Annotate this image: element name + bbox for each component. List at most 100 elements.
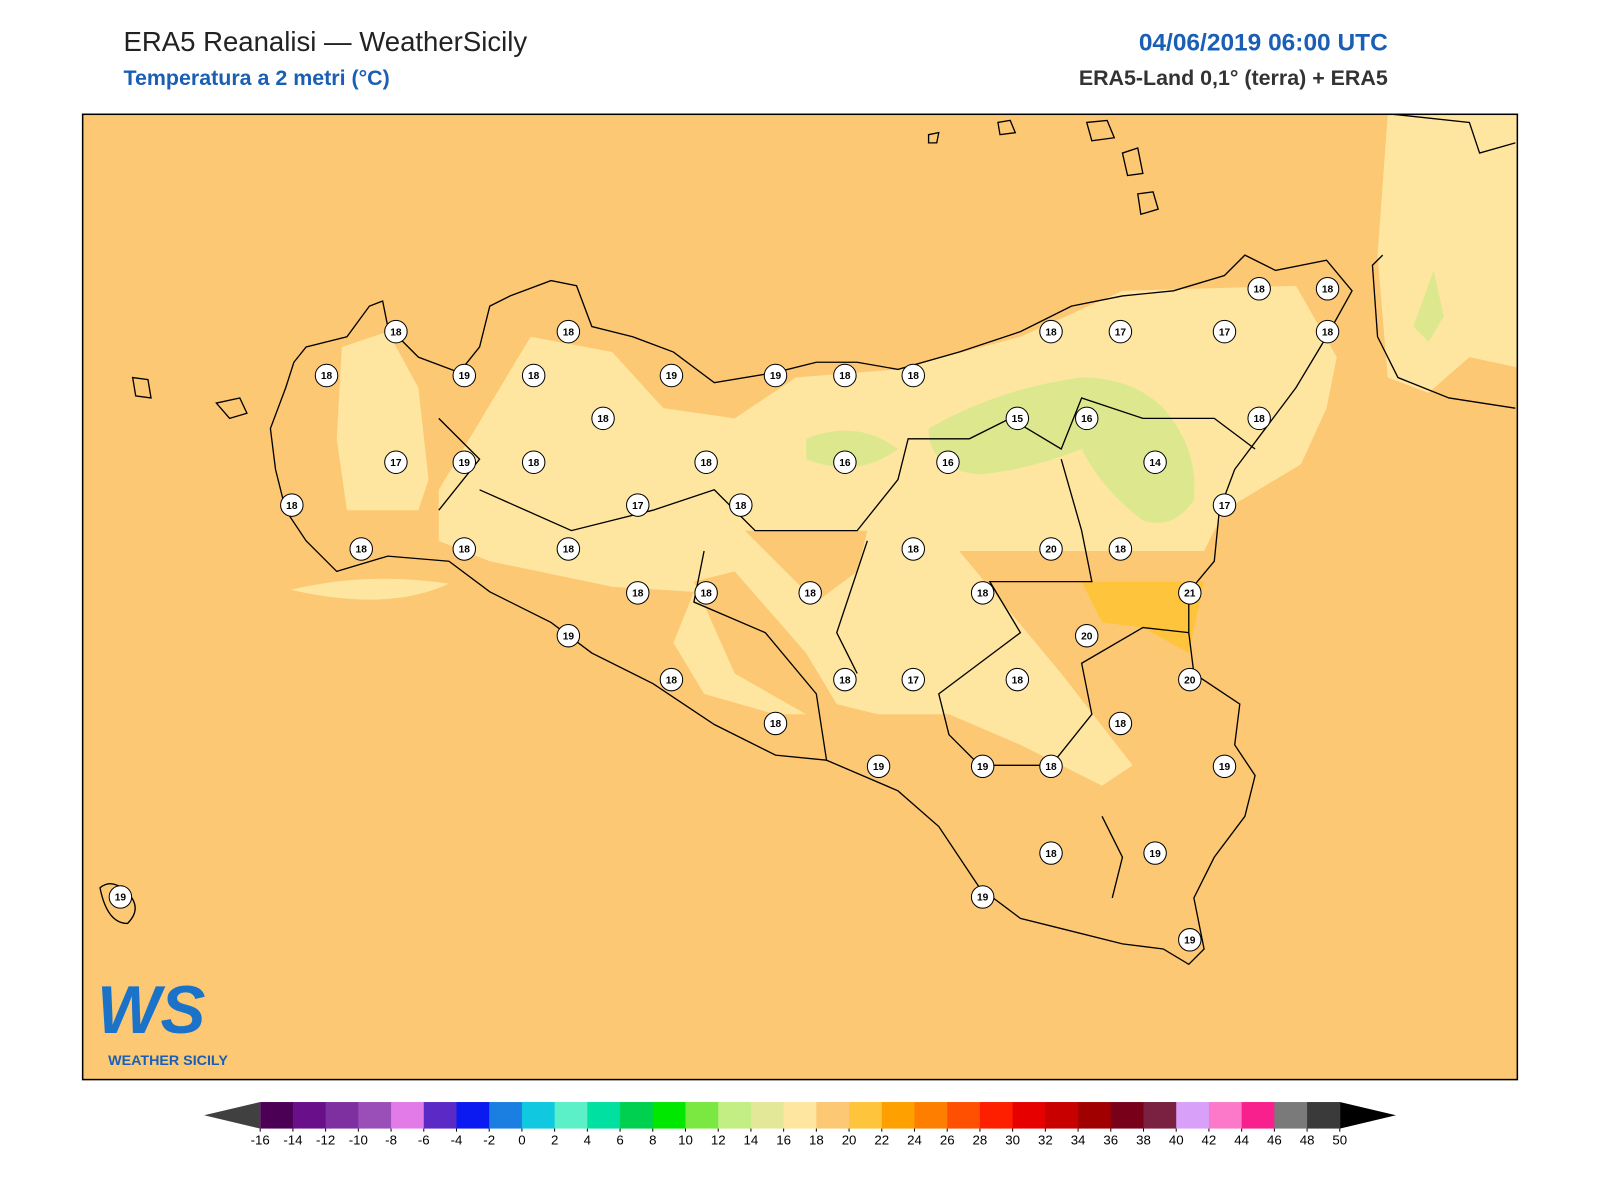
station-marker — [1143, 841, 1167, 865]
colorbar-segment — [718, 1102, 752, 1129]
station-marker — [1108, 319, 1133, 344]
station-marker — [1039, 537, 1063, 561]
station-marker — [108, 885, 133, 909]
datetime: 04/06/2019 06:00 UTC — [1139, 29, 1388, 56]
station-value: 18 — [666, 675, 678, 686]
station-value: 18 — [700, 458, 712, 469]
colorbar-tick-label: 48 — [1300, 1132, 1315, 1147]
station-value: 18 — [356, 545, 368, 556]
station-value: 18 — [839, 371, 851, 382]
station-value: 17 — [390, 458, 402, 469]
station-marker — [521, 363, 546, 388]
station-value: 18 — [321, 371, 333, 382]
station-value: 19 — [770, 371, 782, 382]
station-value: 18 — [1322, 327, 1334, 338]
colorbar-tick-label: 10 — [678, 1132, 693, 1147]
station-value: 19 — [1149, 849, 1161, 860]
colorbar-segment — [489, 1102, 523, 1129]
colorbar-tick-label: 32 — [1038, 1132, 1053, 1147]
station-value: 19 — [1219, 762, 1231, 773]
station-value: 17 — [1219, 501, 1231, 512]
colorbar-under — [204, 1102, 261, 1129]
station-value: 18 — [390, 327, 402, 338]
colorbar-segment — [1176, 1102, 1210, 1129]
station-marker — [970, 754, 995, 779]
station-marker — [556, 319, 581, 344]
station-value: 20 — [1081, 631, 1093, 642]
station-marker — [384, 450, 408, 474]
station-value: 14 — [1149, 458, 1161, 469]
station-value: 19 — [563, 631, 575, 642]
station-marker — [1212, 319, 1237, 344]
station-value: 18 — [459, 545, 471, 556]
station-value: 21 — [1184, 589, 1196, 600]
station-value: 18 — [1045, 762, 1057, 773]
station-value: 18 — [528, 458, 540, 469]
station-value: 17 — [908, 675, 920, 686]
station-value: 19 — [115, 893, 127, 904]
station-value: 20 — [1184, 675, 1196, 686]
colorbar-segment — [620, 1102, 654, 1129]
station-value: 18 — [1012, 675, 1024, 686]
colorbar-tick-label: 2 — [551, 1132, 558, 1147]
logo-mark: WS — [97, 973, 206, 1048]
colorbar-segment — [391, 1102, 425, 1129]
station-value: 18 — [805, 589, 817, 600]
field-light — [290, 578, 449, 600]
station-marker — [694, 450, 718, 474]
province-border — [438, 397, 1256, 899]
station-marker — [314, 363, 339, 388]
station-marker — [1315, 277, 1340, 301]
station-marker — [1178, 581, 1202, 605]
station-marker — [729, 493, 753, 517]
station-value: 19 — [873, 762, 885, 773]
station-marker — [1005, 406, 1030, 431]
station-value: 16 — [942, 458, 954, 469]
colorbar-tick-label: 40 — [1169, 1132, 1184, 1147]
colorbar-segment — [816, 1102, 850, 1129]
colorbar-segment — [1274, 1102, 1308, 1129]
source: ERA5-Land 0,1° (terra) + ERA5 — [1079, 66, 1388, 90]
station-value: 19 — [666, 371, 678, 382]
station-value: 18 — [597, 414, 609, 425]
station-value: 19 — [1184, 936, 1196, 947]
station-marker — [833, 450, 857, 474]
station-marker — [936, 450, 960, 474]
station-value: 17 — [632, 501, 644, 512]
station-marker — [970, 581, 995, 605]
colorbar-tick-label: 42 — [1202, 1132, 1217, 1147]
station-marker — [798, 581, 822, 605]
colorbar-segment — [1208, 1102, 1243, 1129]
station-marker — [1178, 667, 1202, 692]
station-value: 16 — [1081, 414, 1093, 425]
colorbar-segment — [1143, 1102, 1177, 1129]
colorbar-segment — [881, 1102, 916, 1129]
station-value: 18 — [1045, 849, 1057, 860]
station-value: 18 — [286, 501, 298, 512]
station-marker — [659, 667, 684, 692]
colorbar: -16 -14 -12 -10 -8 -6 -4 -2 0 2 4 6 8 10 12 14 16 18 20 22 2… — [204, 1102, 1396, 1147]
colorbar-tick-label: 22 — [874, 1132, 889, 1147]
colorbar-tick-label: 0 — [518, 1132, 525, 1147]
station-value: 15 — [1012, 414, 1024, 425]
colorbar-segment — [456, 1102, 490, 1129]
colorbar-tick-label: -12 — [316, 1132, 335, 1147]
colorbar-tick-label: -4 — [451, 1132, 463, 1147]
colorbar-segment — [1012, 1102, 1046, 1129]
station-marker — [556, 537, 581, 561]
station-marker — [349, 537, 373, 561]
colorbar-segment — [1110, 1102, 1145, 1129]
colorbar-tick-label: -6 — [418, 1132, 430, 1147]
map: 18 18 19 18 18 19 19 18 18 18 17 19 18 18 16 16 15 16 14 18… — [82, 114, 1518, 1080]
colorbar-tick-label: 28 — [973, 1132, 988, 1147]
station-value: 18 — [908, 545, 920, 556]
colorbar-segment — [1307, 1102, 1341, 1129]
station-marker — [763, 711, 788, 736]
colorbar-tick-label: 18 — [809, 1132, 824, 1147]
colorbar-segment — [292, 1102, 327, 1129]
colorbar-segment — [783, 1102, 817, 1129]
colorbar-tick-label: 20 — [842, 1132, 857, 1147]
field-green — [1413, 270, 1444, 342]
colorbar-segment — [979, 1102, 1014, 1129]
station-marker — [694, 581, 718, 605]
